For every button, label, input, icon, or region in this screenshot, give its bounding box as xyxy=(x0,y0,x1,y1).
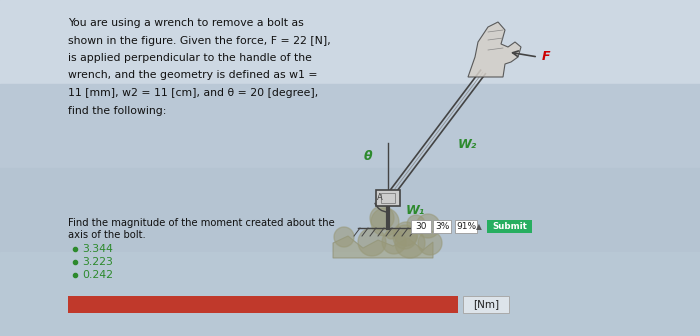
Circle shape xyxy=(334,227,354,247)
FancyBboxPatch shape xyxy=(411,220,431,233)
Polygon shape xyxy=(333,236,433,258)
Text: Submit: Submit xyxy=(492,222,527,231)
Text: W₁: W₁ xyxy=(406,204,426,216)
Text: F: F xyxy=(542,49,550,62)
Text: 30: 30 xyxy=(415,222,427,231)
FancyBboxPatch shape xyxy=(455,220,477,233)
Bar xyxy=(0,252,700,336)
Text: A: A xyxy=(377,194,383,203)
Polygon shape xyxy=(468,22,521,77)
Circle shape xyxy=(382,230,406,254)
Circle shape xyxy=(395,228,425,258)
Bar xyxy=(0,84,700,168)
Circle shape xyxy=(370,206,394,230)
Text: 3%: 3% xyxy=(435,222,449,231)
Bar xyxy=(381,193,395,203)
Circle shape xyxy=(418,231,442,255)
Text: ▲: ▲ xyxy=(476,222,482,231)
Text: 3.344: 3.344 xyxy=(82,244,113,254)
Circle shape xyxy=(393,225,417,249)
Text: is applied perpendicular to the handle of the: is applied perpendicular to the handle o… xyxy=(68,53,312,63)
Circle shape xyxy=(386,229,396,239)
Text: θ: θ xyxy=(364,150,372,163)
Text: 3.223: 3.223 xyxy=(82,257,113,267)
Text: W₂: W₂ xyxy=(458,138,477,152)
Bar xyxy=(0,0,700,84)
Text: [Nm]: [Nm] xyxy=(473,299,499,309)
Circle shape xyxy=(394,222,418,246)
Text: Find the magnitude of the moment created about the: Find the magnitude of the moment created… xyxy=(68,218,335,228)
Text: wrench, and the geometry is defined as w1 =: wrench, and the geometry is defined as w… xyxy=(68,71,318,81)
Text: shown in the figure. Given the force, F = 22 [N],: shown in the figure. Given the force, F … xyxy=(68,36,330,45)
Bar xyxy=(463,296,509,313)
Text: find the following:: find the following: xyxy=(68,106,167,116)
Bar xyxy=(0,168,700,252)
Circle shape xyxy=(371,208,399,236)
Circle shape xyxy=(416,214,440,238)
FancyBboxPatch shape xyxy=(433,220,451,233)
Circle shape xyxy=(407,215,425,233)
Bar xyxy=(376,190,400,206)
Text: 91%: 91% xyxy=(456,222,476,231)
Text: axis of the bolt.: axis of the bolt. xyxy=(68,230,146,240)
Circle shape xyxy=(358,228,386,256)
Bar xyxy=(68,296,458,313)
FancyBboxPatch shape xyxy=(487,220,532,233)
Text: 0.242: 0.242 xyxy=(82,270,113,280)
Text: 11 [mm], w2 = 11 [cm], and θ = 20 [degree],: 11 [mm], w2 = 11 [cm], and θ = 20 [degre… xyxy=(68,88,318,98)
Text: You are using a wrench to remove a bolt as: You are using a wrench to remove a bolt … xyxy=(68,18,304,28)
